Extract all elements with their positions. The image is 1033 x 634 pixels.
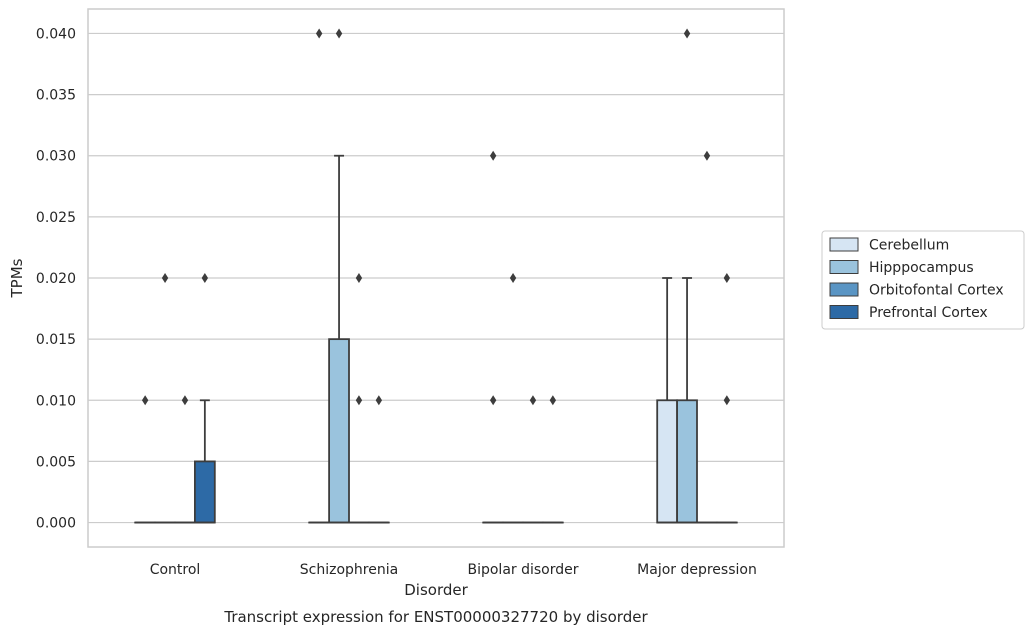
box-body — [656, 399, 679, 524]
plot-frame — [87, 8, 785, 548]
legend: Cerebellum Hipppocampus Orbitofontal Corte… — [821, 230, 1025, 330]
y-tick-label: 0.025 — [36, 210, 76, 226]
box-prefrontal-cortex — [193, 399, 216, 524]
outlier-point — [161, 273, 169, 283]
outlier-point — [141, 395, 149, 406]
box-body — [193, 460, 216, 524]
x-tick-label: Control — [150, 562, 201, 578]
y-tick-label: 0.005 — [36, 454, 76, 470]
y-tick-label: 0.030 — [36, 149, 76, 165]
y-tick-label: 0.040 — [36, 26, 76, 42]
x-tick-label: Bipolar disorder — [467, 562, 578, 578]
outlier-point — [723, 273, 731, 283]
legend-label: Cerebellum — [869, 238, 949, 254]
y-tick-label: 0.035 — [36, 88, 76, 104]
outlier-point — [355, 273, 363, 283]
outlier-point — [703, 150, 711, 161]
box-hipppocampus — [676, 277, 698, 524]
box-body — [328, 338, 350, 524]
outlier-point — [723, 395, 731, 406]
legend-swatch — [829, 237, 859, 252]
x-tick-label: Schizophrenia — [300, 562, 398, 578]
y-axis-label: TPMs — [8, 258, 26, 298]
x-tick-label: Major depression — [637, 562, 757, 578]
outlier-point — [355, 395, 363, 406]
outlier-point — [375, 395, 383, 406]
outlier-point — [335, 28, 343, 39]
x-axis-label: Disorder — [404, 581, 468, 599]
outlier-point — [315, 28, 323, 39]
y-tick-label: 0.010 — [36, 393, 76, 409]
legend-swatch — [829, 282, 859, 297]
y-tick-label: 0.000 — [36, 516, 76, 532]
legend-label: Prefrontal Cortex — [869, 305, 988, 321]
box-cerebellum — [656, 277, 679, 524]
boxes — [134, 154, 738, 524]
legend-frame — [821, 230, 1025, 330]
chart-caption: Transcript expression for ENST0000032772… — [223, 608, 648, 626]
y-tick-label: 0.020 — [36, 271, 76, 287]
legend-label: Hipppocampus — [869, 260, 974, 276]
outlier-point — [489, 150, 497, 161]
outlier-point — [489, 395, 497, 406]
outlier-point — [201, 273, 209, 283]
legend-swatch — [829, 305, 859, 319]
outlier-point — [683, 28, 691, 39]
outlier-point — [549, 395, 557, 406]
outlier-point — [529, 395, 537, 406]
box-hipppocampus — [328, 154, 350, 524]
y-tick-labels: 0.000 0.005 0.010 0.015 0.020 0.025 0.030 0.035… — [36, 26, 76, 531]
outlier-point — [509, 273, 517, 283]
x-tick-labels: Control Schizophrenia Bipolar disorder Majo… — [150, 562, 757, 578]
legend-label: Orbitofontal Cortex — [869, 283, 1004, 299]
y-tick-label: 0.015 — [36, 332, 76, 348]
legend-swatch — [829, 260, 859, 274]
box-body — [676, 399, 698, 524]
outlier-point — [181, 395, 189, 406]
outliers — [141, 28, 731, 406]
